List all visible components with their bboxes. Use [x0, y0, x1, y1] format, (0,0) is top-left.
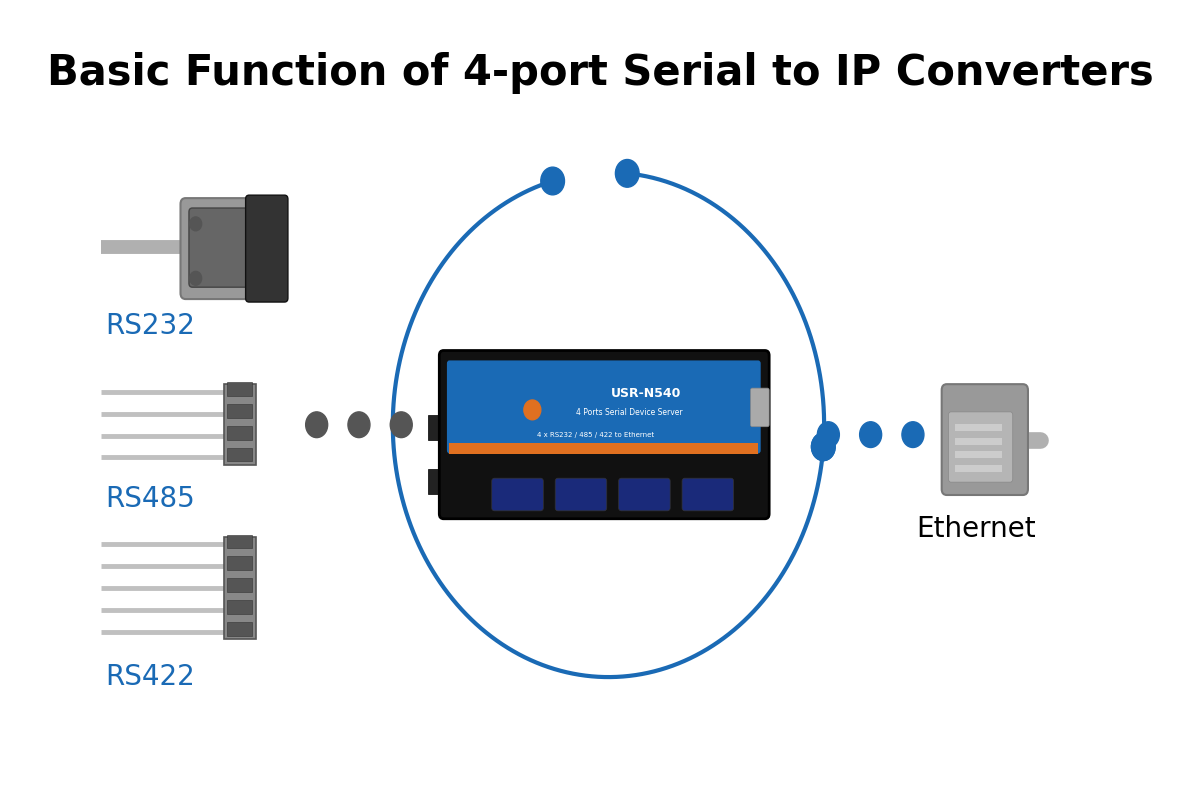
- Text: 4 x RS232 / 485 / 422 to Ethernet: 4 x RS232 / 485 / 422 to Ethernet: [538, 432, 654, 438]
- FancyBboxPatch shape: [556, 478, 607, 511]
- Bar: [955, 438, 1002, 445]
- Bar: [227, 426, 252, 439]
- Bar: [227, 578, 252, 592]
- Text: RS422: RS422: [106, 663, 194, 691]
- FancyBboxPatch shape: [439, 350, 769, 518]
- Circle shape: [859, 422, 882, 447]
- FancyBboxPatch shape: [750, 388, 769, 426]
- Text: 4 Ports Serial Device Server: 4 Ports Serial Device Server: [576, 408, 683, 418]
- Circle shape: [190, 217, 202, 230]
- Bar: [227, 534, 252, 549]
- Text: USR-N540: USR-N540: [611, 386, 682, 399]
- Circle shape: [616, 159, 640, 187]
- Circle shape: [190, 271, 202, 286]
- Bar: [227, 622, 252, 635]
- FancyBboxPatch shape: [942, 384, 1028, 495]
- Bar: [955, 466, 1002, 472]
- FancyBboxPatch shape: [188, 208, 248, 287]
- Circle shape: [811, 433, 835, 461]
- Bar: [428, 470, 444, 494]
- Bar: [227, 382, 252, 396]
- Circle shape: [524, 400, 541, 420]
- Circle shape: [541, 167, 564, 195]
- Circle shape: [348, 412, 370, 438]
- Circle shape: [390, 412, 413, 438]
- Bar: [227, 447, 252, 462]
- Circle shape: [817, 422, 839, 447]
- Bar: [450, 442, 758, 454]
- FancyBboxPatch shape: [948, 412, 1013, 482]
- FancyBboxPatch shape: [682, 478, 733, 511]
- Bar: [955, 451, 1002, 458]
- FancyBboxPatch shape: [619, 478, 670, 511]
- Circle shape: [306, 412, 328, 438]
- Text: RS232: RS232: [106, 312, 196, 340]
- Text: RS485: RS485: [106, 485, 194, 513]
- Bar: [223, 384, 256, 466]
- Circle shape: [811, 433, 835, 461]
- Text: Ethernet: Ethernet: [917, 514, 1036, 542]
- Bar: [227, 600, 252, 614]
- FancyBboxPatch shape: [446, 361, 761, 454]
- Text: Basic Function of 4-port Serial to IP Converters: Basic Function of 4-port Serial to IP Co…: [47, 53, 1153, 94]
- FancyBboxPatch shape: [492, 478, 544, 511]
- Bar: [428, 415, 444, 439]
- Circle shape: [902, 422, 924, 447]
- Bar: [955, 424, 1002, 430]
- Bar: [227, 556, 252, 570]
- Bar: [223, 537, 256, 639]
- FancyBboxPatch shape: [180, 198, 283, 299]
- Bar: [227, 404, 252, 418]
- FancyBboxPatch shape: [246, 195, 288, 302]
